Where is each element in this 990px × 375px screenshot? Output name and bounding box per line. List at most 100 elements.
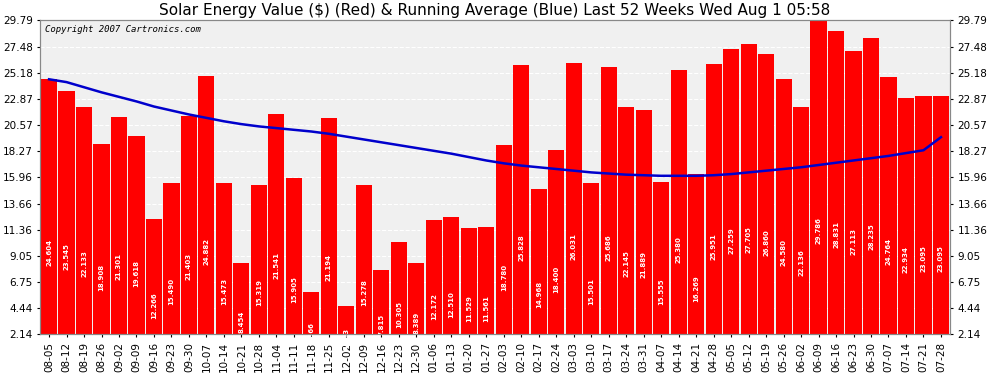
Text: 22.934: 22.934 (903, 246, 909, 273)
Text: 25.828: 25.828 (518, 234, 525, 261)
Text: 23.095: 23.095 (938, 246, 943, 272)
Text: 19.618: 19.618 (134, 261, 140, 288)
Bar (198, 76, 215, 358)
Bar (41, 79, 57, 358)
Bar (163, 183, 179, 358)
Text: 21.194: 21.194 (326, 254, 332, 281)
Text: 11.561: 11.561 (483, 295, 489, 322)
Text: 22.133: 22.133 (81, 250, 87, 276)
Bar (933, 96, 949, 358)
Text: 15.905: 15.905 (291, 276, 297, 303)
Text: 12.510: 12.510 (448, 291, 454, 318)
Text: 15.319: 15.319 (255, 279, 262, 306)
Text: 23.095: 23.095 (921, 246, 927, 272)
Bar (688, 174, 704, 358)
Bar (898, 98, 914, 358)
Bar (863, 38, 879, 358)
Bar (583, 183, 599, 358)
Bar (758, 54, 774, 358)
Text: 21.889: 21.889 (641, 251, 646, 278)
Bar (355, 185, 372, 358)
Bar (653, 182, 669, 358)
Bar (76, 107, 92, 358)
Bar (373, 270, 389, 358)
Text: 18.780: 18.780 (501, 264, 507, 291)
Bar (303, 292, 320, 358)
Text: 27.113: 27.113 (850, 228, 856, 255)
Text: 23.545: 23.545 (63, 244, 69, 270)
Text: 15.490: 15.490 (168, 278, 174, 305)
Bar (775, 80, 792, 358)
Bar (741, 44, 756, 358)
Text: 25.380: 25.380 (675, 236, 682, 262)
Text: 22.145: 22.145 (623, 250, 630, 276)
Bar (234, 262, 249, 358)
Text: 24.580: 24.580 (780, 239, 787, 266)
Text: 29.786: 29.786 (816, 217, 822, 243)
Text: 21.301: 21.301 (116, 253, 122, 280)
Bar (181, 116, 197, 358)
Text: 26.860: 26.860 (763, 230, 769, 256)
Text: 16.269: 16.269 (693, 275, 699, 302)
Bar (601, 67, 617, 358)
Text: 21.541: 21.541 (273, 252, 279, 279)
Text: 15.278: 15.278 (360, 279, 367, 306)
Bar (286, 178, 302, 358)
Bar (565, 63, 582, 358)
Bar (146, 219, 162, 358)
Text: 25.951: 25.951 (711, 233, 717, 260)
Bar (391, 242, 407, 358)
Bar (93, 144, 110, 358)
Bar (250, 184, 267, 358)
Text: 28.235: 28.235 (868, 224, 874, 250)
Bar (531, 189, 546, 358)
Text: 24.882: 24.882 (203, 238, 210, 265)
Text: 10.305: 10.305 (396, 301, 402, 328)
Text: 7.815: 7.815 (378, 314, 384, 336)
Text: 8.454: 8.454 (239, 311, 245, 333)
Text: 5.866: 5.866 (308, 322, 315, 344)
Bar (723, 49, 740, 358)
Bar (845, 51, 861, 358)
Text: 15.473: 15.473 (221, 278, 227, 305)
Text: 24.764: 24.764 (885, 238, 892, 266)
Bar (811, 20, 827, 358)
Title: Solar Energy Value ($) (Red) & Running Average (Blue) Last 52 Weeks Wed Aug 1 05: Solar Energy Value ($) (Red) & Running A… (159, 3, 831, 18)
Text: 24.604: 24.604 (47, 239, 52, 266)
Bar (513, 65, 530, 358)
Text: 26.031: 26.031 (570, 233, 577, 260)
Text: 4.653: 4.653 (344, 327, 349, 350)
Text: Copyright 2007 Cartronics.com: Copyright 2007 Cartronics.com (45, 25, 201, 34)
Bar (129, 136, 145, 358)
Bar (636, 110, 651, 358)
Bar (216, 183, 232, 358)
Bar (916, 96, 932, 358)
Bar (268, 114, 284, 358)
Bar (548, 150, 564, 358)
Text: 27.259: 27.259 (728, 228, 735, 254)
Text: 18.908: 18.908 (98, 264, 105, 291)
Bar (444, 217, 459, 358)
Bar (880, 77, 897, 358)
Text: 15.555: 15.555 (658, 278, 664, 305)
Text: 27.705: 27.705 (745, 226, 751, 252)
Bar (408, 263, 425, 358)
Text: 11.529: 11.529 (465, 296, 472, 322)
Bar (111, 117, 127, 358)
Bar (706, 64, 722, 358)
Text: 14.968: 14.968 (536, 280, 542, 308)
Bar (670, 70, 687, 358)
Bar (426, 220, 442, 358)
Bar (793, 107, 809, 358)
Bar (58, 91, 74, 358)
Text: 12.172: 12.172 (431, 292, 437, 320)
Bar (828, 31, 844, 358)
Bar (496, 146, 512, 358)
Bar (339, 306, 354, 358)
Bar (321, 118, 337, 358)
Text: 15.501: 15.501 (588, 278, 594, 305)
Bar (478, 227, 494, 358)
Text: 18.400: 18.400 (553, 266, 559, 293)
Bar (618, 107, 635, 358)
Bar (460, 228, 477, 358)
